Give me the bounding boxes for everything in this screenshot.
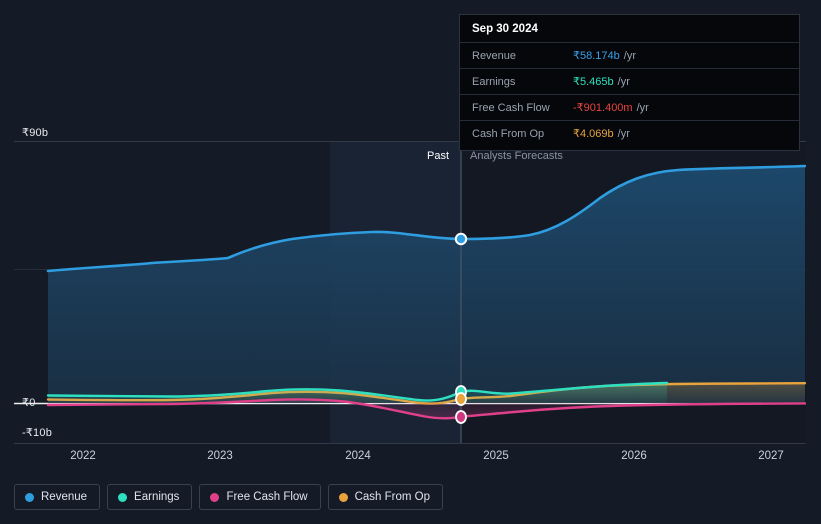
revenue-marker — [454, 232, 468, 246]
tooltip-label-earnings: Earnings — [472, 75, 516, 88]
x-axis-label-2022: 2022 — [70, 450, 96, 462]
revenue-line — [46, 164, 806, 273]
y-axis-label-bottom: -₹10b — [22, 427, 53, 439]
legend-label-cash-from-op: Cash From Op — [354, 491, 431, 503]
x-axis-label-2026: 2026 — [621, 450, 647, 462]
y-axis-label-zero: ₹0 — [22, 397, 36, 409]
tooltip-value-earnings: ₹5.465b — [573, 76, 614, 88]
revenue-area — [48, 166, 805, 403]
earnings-line — [46, 381, 669, 402]
legend-label-revenue: Revenue — [41, 491, 88, 503]
legend-label-earnings: Earnings — [134, 491, 180, 503]
tooltip-label-free-cash-flow: Free Cash Flow — [472, 101, 550, 114]
free-cash-flow-line — [46, 398, 806, 420]
chart-tooltip: Sep 30 2024 Revenue ₹58.174b /yr Earning… — [459, 14, 800, 151]
tooltip-row-revenue: Revenue ₹58.174b /yr — [460, 42, 799, 68]
tooltip-value-revenue: ₹58.174b — [573, 50, 620, 62]
tooltip-value-free-cash-flow: -₹901.400m — [573, 102, 633, 114]
tooltip-unit-earnings: /yr — [617, 75, 630, 88]
earnings-color-dot-icon — [118, 492, 128, 502]
legend-item-free-cash-flow[interactable]: Free Cash Flow — [199, 484, 321, 510]
tooltip-unit-revenue: /yr — [623, 49, 636, 62]
legend-label-free-cash-flow: Free Cash Flow — [226, 491, 308, 503]
legend-item-cash-from-op[interactable]: Cash From Op — [327, 484, 444, 510]
tooltip-label-cash-from-op: Cash From Op — [472, 127, 545, 140]
tooltip-row-cash-from-op: Cash From Op ₹4.069b /yr — [460, 120, 799, 146]
revenue-color-dot-icon — [25, 492, 34, 502]
legend-item-revenue[interactable]: Revenue — [14, 484, 101, 510]
free-cash-flow-marker — [455, 410, 467, 424]
x-axis-label-2024: 2024 — [345, 450, 371, 462]
hover-markers — [454, 232, 468, 424]
legend-item-earnings[interactable]: Earnings — [107, 484, 193, 510]
tooltip-row-earnings: Earnings ₹5.465b /yr — [460, 68, 799, 94]
free-cash-flow-area — [48, 399, 805, 419]
cash-from-op-color-dot-icon — [338, 492, 348, 502]
tooltip-value-cash-from-op: ₹4.069b — [573, 128, 614, 140]
tooltip-unit-cash-from-op: /yr — [617, 127, 630, 140]
analysts-forecasts-label: Analysts Forecasts — [470, 150, 563, 162]
x-axis-label-2025: 2025 — [483, 450, 509, 462]
chart-legend: Revenue Earnings Free Cash Flow Cash Fro… — [14, 484, 444, 510]
x-axis-label-2023: 2023 — [207, 450, 233, 462]
tooltip-row-free-cash-flow: Free Cash Flow -₹901.400m /yr — [460, 94, 799, 120]
tooltip-unit-free-cash-flow: /yr — [636, 101, 649, 114]
x-axis-label-2027: 2027 — [758, 450, 784, 462]
tooltip-date: Sep 30 2024 — [472, 23, 538, 35]
cash-from-op-marker — [455, 392, 467, 406]
y-axis-label-top: ₹90b — [22, 127, 49, 139]
free-cash-flow-color-dot-icon — [210, 492, 220, 502]
tooltip-label-revenue: Revenue — [472, 49, 517, 62]
past-label: Past — [426, 150, 449, 162]
